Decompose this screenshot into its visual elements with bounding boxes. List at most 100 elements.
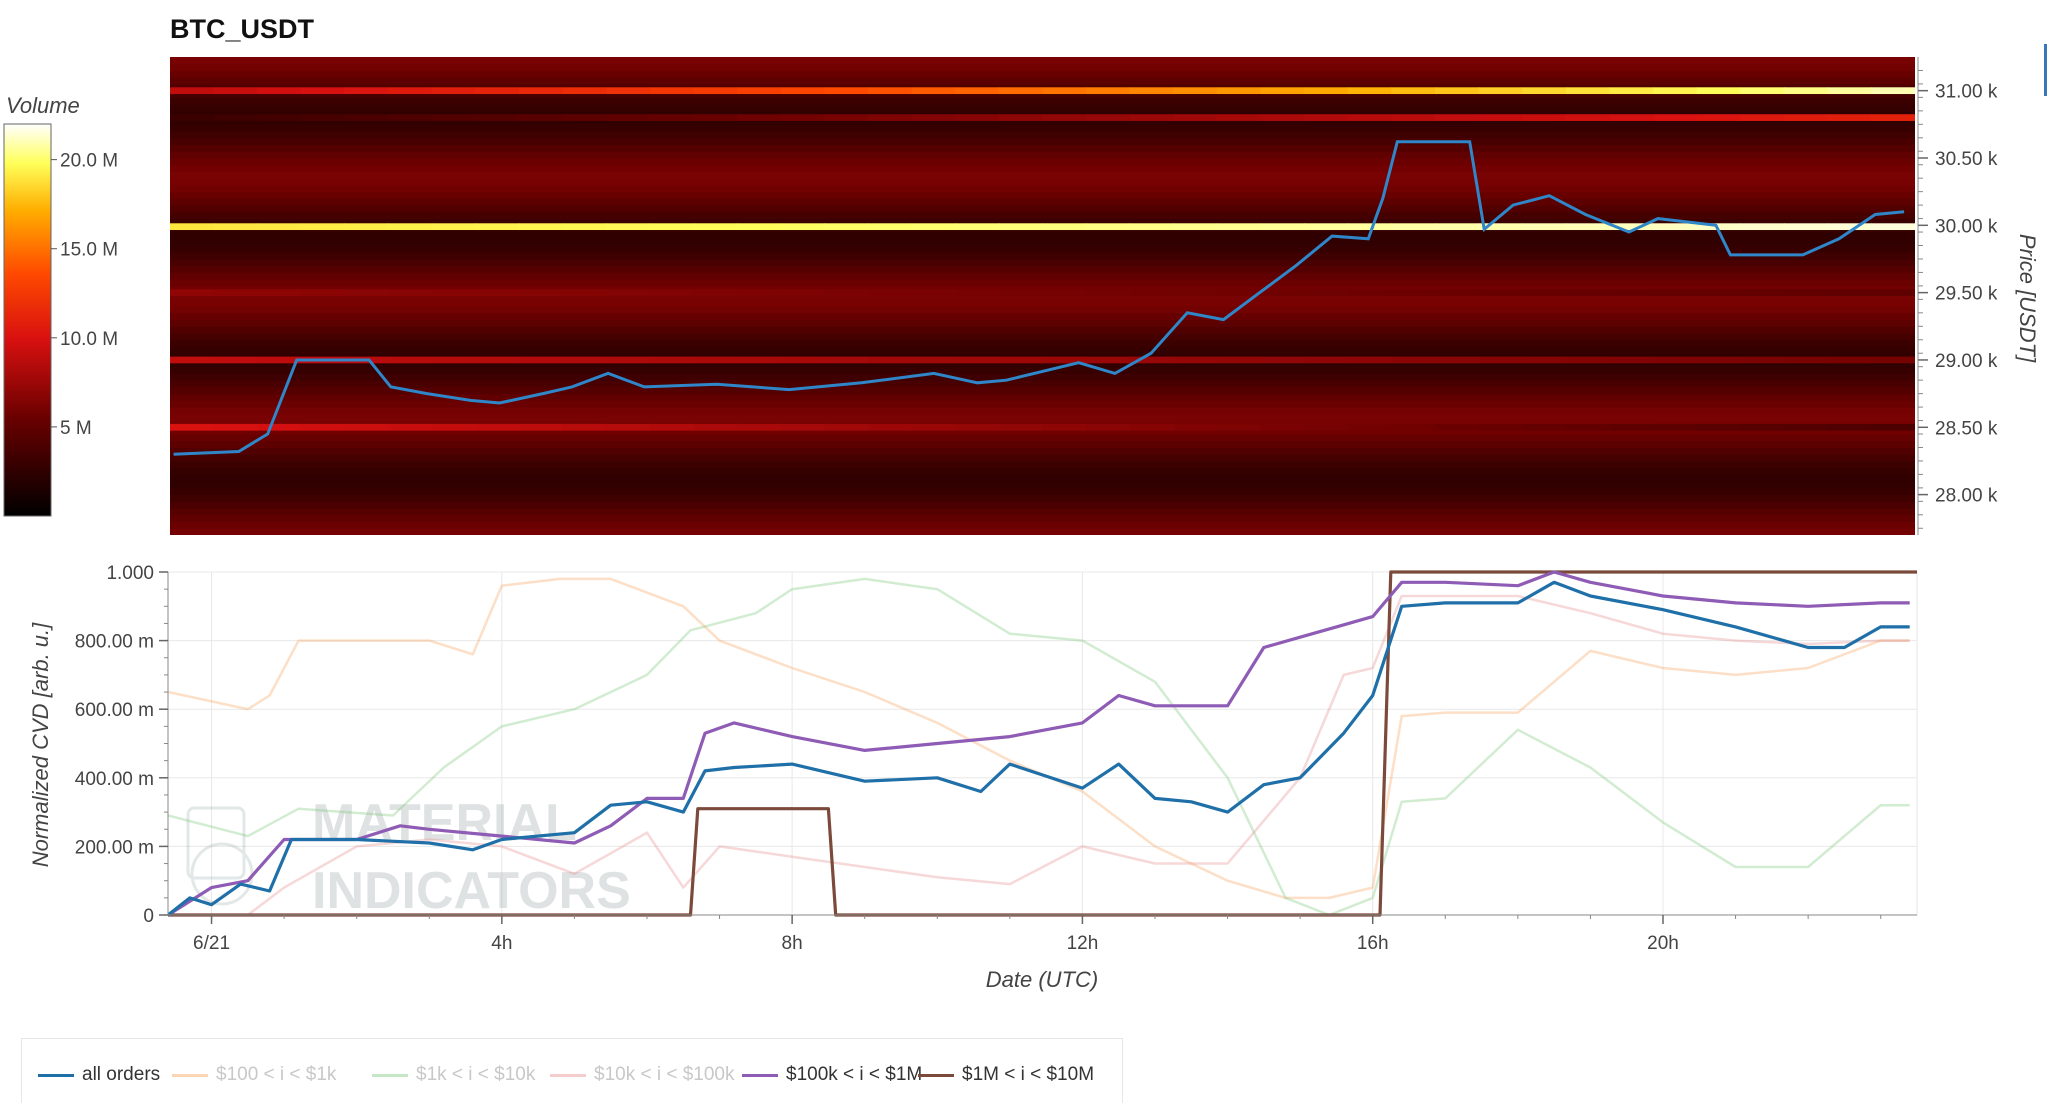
heatmap-band-cell [1173,114,1218,121]
heatmap-band-cell [1478,223,1523,231]
heatmap-band-cell [606,423,651,431]
heatmap-band-cell [780,289,825,296]
heatmap-band-cell [519,289,564,296]
legend-label: $1k < i < $10k [416,1064,536,1085]
heatmap-band-cell [213,423,258,431]
heatmap-row [170,164,1915,172]
legend-label: $100k < i < $1M [786,1064,923,1085]
heatmap-band-cell [780,114,825,121]
heatmap-band-cell [1086,356,1131,364]
legend-label: $100 < i < $1k [216,1064,337,1085]
heatmap-band-cell [737,289,782,296]
legend-item[interactable]: $100 < i < $1k [172,1063,336,1087]
heatmap-band-cell [737,114,782,121]
heatmap-band-cell [388,223,433,231]
heatmap-band-cell [1435,356,1480,364]
watermark-line-1: MATERIAL [312,794,577,852]
heatmap-row [170,393,1915,401]
heatmap-row [170,117,1915,125]
price-axis-title: Price [USDT] [2015,234,2040,363]
heatmap-row [170,434,1915,442]
heatmap-row [170,447,1915,455]
legend-label: all orders [82,1064,161,1085]
heatmap-band-cell [519,114,564,121]
heatmap-band-cell [911,114,956,121]
heatmap-band-cell [257,423,302,431]
heatmap-band-cell [1566,423,1611,431]
heatmap-band-cell [1260,423,1305,431]
heatmap-row [170,299,1915,307]
legend-item[interactable]: all orders [38,1063,160,1087]
orderbook-heatmap [170,57,1915,535]
heatmap-band-cell [1217,114,1262,121]
heatmap-row [170,312,1915,321]
heatmap-row [170,460,1915,469]
heatmap-band-cell [1391,356,1436,364]
heatmap-row [170,265,1915,273]
heatmap-band-cell [1260,223,1305,231]
heatmap-band-cell [431,356,476,364]
legend-item[interactable]: $100k < i < $1M [742,1063,922,1087]
cvd-y-tick-label: 800.00 m [75,632,154,653]
heatmap-band-cell [170,87,215,95]
heatmap-band-cell [519,423,564,431]
heatmap-bands [170,57,1915,535]
heatmap-row [170,279,1915,287]
heatmap-band-cell [1304,423,1349,431]
heatmap-row [170,380,1915,388]
heatmap-band-cell [1740,356,1785,364]
heatmap-band-cell [824,223,869,231]
legend-item[interactable]: $10k < i < $100k [550,1063,735,1087]
legend-item[interactable]: $1M < i < $10M [918,1063,1094,1087]
heatmap-band-cell [606,289,651,296]
heatmap-band-cell [998,87,1044,95]
legend-label: $1M < i < $10M [962,1064,1095,1085]
cvd-x-axis-title: Date (UTC) [986,967,1098,992]
heatmap-band-cell [562,223,607,231]
heatmap-band-cell [1129,223,1174,231]
heatmap-band-cell [1173,87,1218,95]
heatmap-band-cell [475,223,520,231]
heatmap-band-cell [1086,87,1131,95]
price-tick-label: 30.50 k [1935,149,1998,170]
heatmap-band-cell [562,114,607,121]
heatmap-band-cell [955,114,1000,121]
heatmap-band-cell [213,223,258,231]
heatmap-band-cell [257,289,302,296]
heatmap-band-cell [562,356,607,364]
cvd-y-axis: 1.000 800.00 m 600.00 m 400.00 m 200.00 m 0 [75,563,169,927]
heatmap-band-cell [1347,356,1393,364]
heatmap-band-cell [911,356,956,364]
heatmap-band-cell [344,289,389,296]
heatmap-band-cell [824,87,869,95]
heatmap-band-cell [1042,114,1087,121]
heatmap-band-cell [344,87,389,95]
legend-item[interactable]: $1k < i < $10k [372,1063,535,1087]
colorbar-tick-label: 5 M [60,418,92,439]
heatmap-band-cell [1566,87,1611,95]
heatmap-band-cell [649,87,695,95]
heatmap-band-cell [1435,223,1480,231]
heatmap-band-cell [1173,423,1218,431]
heatmap-band-cell [824,114,869,121]
heatmap-band-cell [606,87,651,95]
cvd-x-tick-label: 6/21 [193,933,230,954]
heatmap-row [170,151,1915,159]
heatmap-band-cell [213,114,258,121]
heatmap-band-cell [1522,223,1567,231]
heatmap-row [170,454,1915,462]
heatmap-band-cell [1740,114,1785,121]
heatmap-band-cell [1871,223,1915,231]
cvd-x-tick-label: 16h [1357,933,1389,954]
heatmap-band-cell [1653,114,1698,121]
heatmap-row [170,514,1915,523]
cvd-x-axis: 6/21 4h 8h 12h 16h 20h [168,914,1917,954]
heatmap-band-cell [1740,423,1785,431]
heatmap-band-cell [1129,356,1174,364]
heatmap-band-cell [1304,356,1349,364]
legend-label: $10k < i < $100k [594,1064,735,1085]
edge-scroll-marker[interactable] [2044,44,2047,96]
heatmap-row [170,245,1915,253]
heatmap-band-cell [170,114,215,121]
heatmap-band-cell [475,289,520,296]
